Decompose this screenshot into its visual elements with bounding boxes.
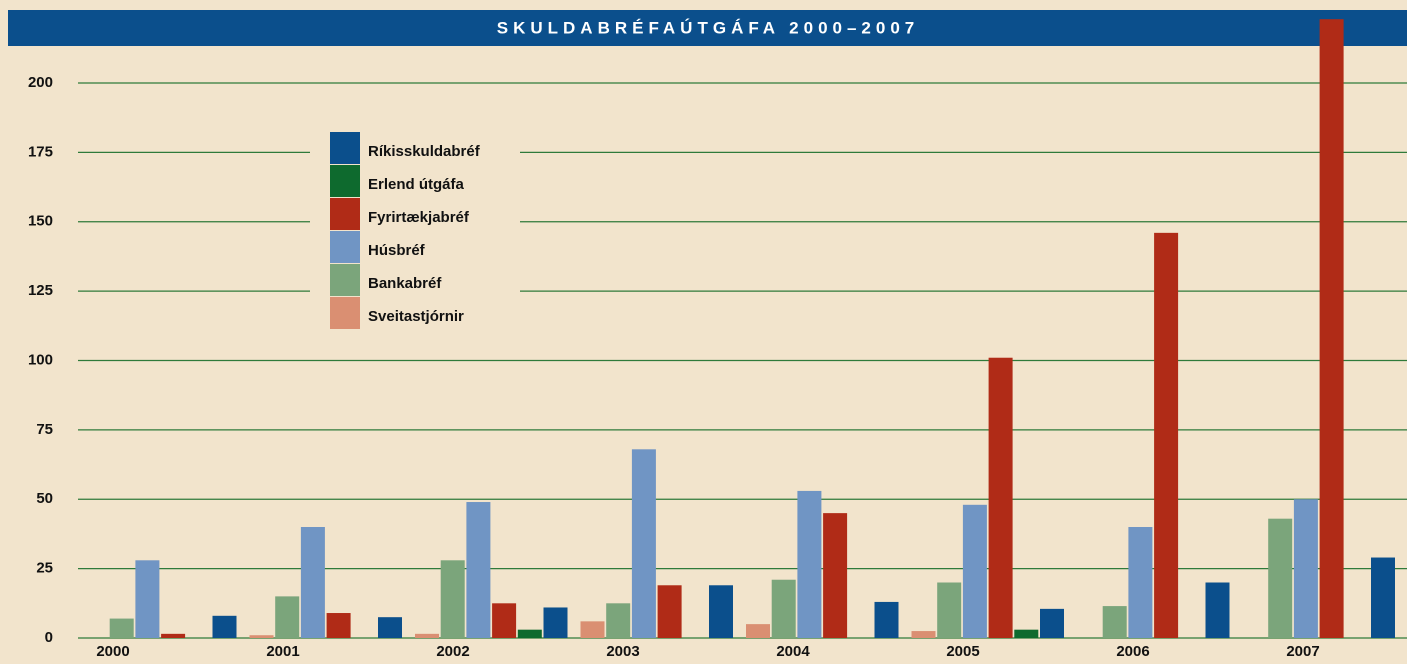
bars: 2000 2001 2002 2003 2004 2005 2006 2007 (96, 19, 1395, 660)
bar (657, 585, 682, 638)
y-tick-label: 175 (28, 143, 53, 160)
legend-label: Húsbréf (368, 242, 426, 259)
bar (988, 357, 1013, 638)
y-tick-label: 50 (36, 490, 53, 507)
x-tick-label: 2006 (1116, 643, 1149, 660)
legend-swatch (330, 132, 360, 164)
legend-swatch (330, 198, 360, 230)
bar (466, 502, 491, 638)
legend-label: Erlend útgáfa (368, 176, 465, 193)
bar (874, 601, 899, 638)
bar (1102, 606, 1127, 638)
legend: Ríkisskuldabréf Erlend útgáfa Fyrirtækjabr… (330, 132, 481, 329)
x-tick-label: 2007 (1286, 643, 1319, 660)
x-tick-label: 2002 (436, 643, 469, 660)
bar (517, 629, 542, 638)
bar (1319, 19, 1344, 639)
x-tick-label: 2003 (606, 643, 639, 660)
legend-swatch (330, 264, 360, 296)
y-tick-label: 0 (45, 629, 53, 646)
bar (1040, 608, 1064, 638)
bar (326, 613, 351, 638)
bar (580, 621, 605, 638)
header-band (8, 10, 1407, 46)
bar (1128, 527, 1153, 638)
x-tick-label: 2005 (946, 643, 979, 660)
bar (135, 560, 160, 638)
bar (1371, 557, 1395, 638)
y-tick-label: 150 (28, 213, 53, 230)
bar (109, 618, 134, 638)
grid: 0 25 50 75 100 125 150 175 200 (28, 74, 1407, 646)
bar (631, 449, 656, 638)
bar (440, 560, 465, 638)
bar (823, 513, 848, 638)
y-tick-label: 100 (28, 351, 53, 368)
bar (937, 582, 962, 638)
bar (746, 624, 770, 638)
bar (1268, 518, 1293, 638)
legend-label: Bankabréf (368, 275, 442, 292)
bar (962, 504, 987, 638)
x-tick-label: 2004 (776, 643, 810, 660)
bar (161, 633, 186, 638)
bar (543, 607, 568, 638)
x-tick-label: 2000 (96, 643, 129, 660)
bar (911, 631, 936, 638)
bar (300, 527, 325, 638)
bar (797, 490, 822, 638)
bar (1014, 629, 1039, 638)
bar (1154, 232, 1179, 638)
x-tick-label: 2001 (266, 643, 299, 660)
y-tick-label: 125 (28, 282, 53, 299)
y-tick-label: 200 (28, 74, 53, 91)
bar (606, 603, 631, 638)
bar (275, 596, 300, 638)
bar (1205, 582, 1230, 638)
y-tick-label: 25 (36, 560, 53, 577)
bar (709, 585, 733, 638)
bar (378, 617, 402, 638)
bar (249, 635, 274, 638)
bar (415, 633, 439, 638)
legend-swatch (330, 231, 360, 263)
bar (492, 603, 517, 638)
y-tick-label: 75 (36, 421, 53, 438)
bar (212, 615, 237, 638)
bar (771, 579, 796, 638)
legend-label: Fyrirtækjabréf (368, 209, 470, 226)
chart-title: SKULDABRÉFAÚTGÁFA 2000–2007 (497, 18, 920, 37)
legend-label: Sveitastjórnir (368, 308, 464, 325)
bar (1293, 499, 1318, 638)
legend-swatch (330, 297, 360, 329)
legend-swatch (330, 165, 360, 197)
legend-label: Ríkisskuldabréf (368, 143, 481, 160)
